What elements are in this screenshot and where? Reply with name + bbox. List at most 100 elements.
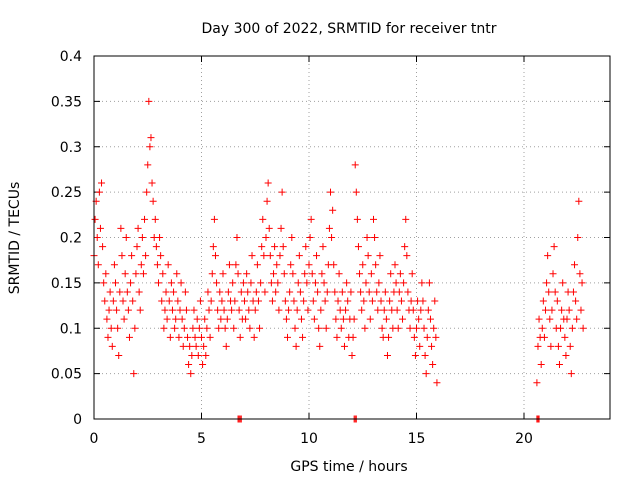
data-point: [360, 297, 368, 305]
data-point: [175, 333, 183, 341]
data-point: [195, 324, 203, 332]
data-point: [551, 288, 559, 296]
data-point: [566, 342, 574, 350]
data-point: [192, 342, 200, 350]
data-point: [562, 351, 570, 359]
data-point: [572, 297, 580, 305]
data-point: [309, 297, 317, 305]
data-point: [215, 324, 223, 332]
data-point: [228, 306, 236, 314]
data-point: [95, 188, 103, 196]
data-point: [380, 306, 388, 314]
data-point: [286, 288, 294, 296]
data-point: [557, 324, 565, 332]
data-point: [236, 333, 244, 341]
data-point: [203, 324, 211, 332]
data-point: [396, 270, 404, 278]
data-point: [265, 224, 273, 232]
data-point: [138, 234, 146, 241]
data-point: [100, 279, 108, 287]
data-point: [129, 297, 137, 305]
data-point: [112, 279, 119, 287]
data-point: [194, 351, 202, 359]
data-point: [241, 297, 248, 305]
data-point: [399, 315, 407, 323]
data-point: [361, 324, 369, 332]
y-tick-label: 0.2: [60, 231, 82, 247]
data-point: [358, 306, 366, 314]
data-point: [362, 279, 370, 287]
data-point: [285, 306, 293, 314]
data-point: [246, 324, 254, 332]
data-point: [190, 306, 198, 314]
data-point: [136, 306, 144, 314]
data-point: [281, 297, 289, 305]
data-point: [155, 279, 162, 287]
data-point: [291, 324, 299, 332]
data-point: [164, 261, 172, 269]
data-point: [299, 333, 307, 341]
data-point: [413, 324, 420, 332]
data-point: [110, 261, 118, 269]
data-point: [385, 333, 393, 341]
data-point: [147, 134, 155, 142]
data-point: [547, 342, 555, 350]
data-point: [383, 351, 391, 359]
data-point: [348, 351, 356, 359]
data-point: [365, 288, 373, 296]
data-point: [319, 243, 327, 251]
data-point: [252, 288, 260, 296]
data-point: [337, 324, 345, 332]
data-point: [288, 234, 296, 241]
data-point: [267, 279, 275, 287]
data-point: [579, 324, 587, 332]
data-point: [332, 315, 340, 323]
data-point: [180, 324, 188, 332]
data-point: [329, 206, 337, 214]
data-point: [406, 324, 414, 332]
data-point: [258, 243, 266, 251]
data-points: [90, 97, 587, 423]
data-point: [300, 297, 308, 305]
data-point: [266, 252, 274, 260]
data-point: [106, 288, 114, 296]
data-point: [201, 315, 209, 323]
data-point: [171, 324, 179, 332]
data-point: [293, 306, 301, 314]
data-point: [418, 279, 426, 287]
data-point: [274, 279, 282, 287]
data-point: [577, 306, 585, 314]
data-point: [221, 324, 229, 332]
data-point: [198, 333, 205, 341]
data-point: [235, 306, 243, 314]
data-point: [174, 297, 182, 305]
data-point: [351, 161, 359, 169]
data-point: [173, 270, 181, 278]
data-point: [189, 324, 197, 332]
data-point: [402, 215, 410, 223]
data-point: [222, 342, 230, 350]
data-point: [262, 234, 270, 241]
data-point: [578, 279, 586, 287]
data-point: [275, 306, 283, 314]
data-point: [188, 351, 196, 359]
data-point: [353, 215, 361, 223]
data-point: [93, 234, 101, 241]
data-point: [314, 288, 322, 296]
data-point: [546, 315, 554, 323]
data-point: [199, 361, 207, 369]
data-point: [247, 279, 255, 287]
data-point: [96, 224, 104, 232]
data-point: [121, 270, 129, 278]
x-axis-label: GPS time / hours: [290, 459, 407, 475]
data-point: [114, 324, 122, 332]
tick-labels: 0 5 10 15 20 0 0.05 0.1 0.15 0.2 0.25 0.3 0.35 0.4: [51, 49, 533, 447]
data-point: [131, 324, 139, 332]
data-point: [421, 351, 429, 359]
data-point: [370, 215, 377, 223]
data-point: [145, 97, 153, 105]
data-point: [548, 306, 556, 314]
data-point: [424, 306, 432, 314]
data-point: [234, 270, 242, 278]
data-point: [368, 297, 376, 305]
